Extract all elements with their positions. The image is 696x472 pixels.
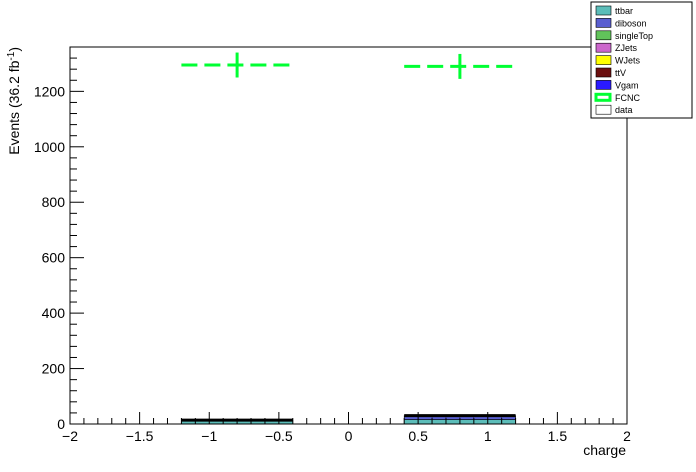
legend: ttbar diboson singleTop ZJets WJets ttV Vgam FC… [590,1,693,119]
legend-label-diboson: diboson [615,18,647,28]
legend-swatch-wjets [595,55,612,65]
y-tick-label: 0 [57,416,65,432]
y-tick-label: 1200 [34,83,65,99]
legend-label-singletop: singleTop [615,31,653,41]
legend-swatch-diboson [595,18,612,28]
legend-label-vgam: Vgam [615,80,639,90]
x-tick-label: −1.5 [126,428,154,444]
legend-swatch-zjets [595,42,612,53]
x-tick-label: 1 [484,428,492,444]
y-axis-label: Events (36.2 fb-1) [6,47,22,155]
legend-swatch-ttbar [595,5,612,16]
legend-label-ttv: ttV [615,68,626,78]
legend-swatch-fcnc [594,92,612,102]
x-tick-label: 0 [345,428,353,444]
legend-swatch-vgam [595,80,612,90]
legend-label-data: data [615,105,633,115]
legend-label-ttbar: ttbar [615,6,633,16]
y-tick-label: 400 [42,305,66,321]
legend-swatch-ttv [595,67,612,78]
plot-frame [69,46,628,425]
x-tick-label: −2 [62,428,78,444]
fcnc-signal [181,52,516,79]
x-tick-label: 2 [623,428,631,444]
x-axis-label: charge [583,442,626,458]
legend-label-fcnc: FCNC [615,93,640,103]
x-tick-label: 1.5 [548,428,568,444]
legend-label-wjets: WJets [615,56,641,66]
y-tick-label: 200 [42,361,66,377]
x-tick-label: −1 [201,428,217,444]
legend-swatch-singletop [595,30,612,41]
x-tick-label: −0.5 [265,428,293,444]
legend-label-zjets: ZJets [615,43,638,53]
y-tick-label: 600 [42,250,66,266]
legend-swatch-data [595,104,612,115]
x-tick-label: 0.5 [408,428,428,444]
axes: −2 −1.5 −1 −0.5 0 0.5 1 1.5 2 0 200 400 600 800 1000 12… [34,46,631,444]
y-tick-label: 800 [42,194,66,210]
y-tick-label: 1000 [34,139,65,155]
